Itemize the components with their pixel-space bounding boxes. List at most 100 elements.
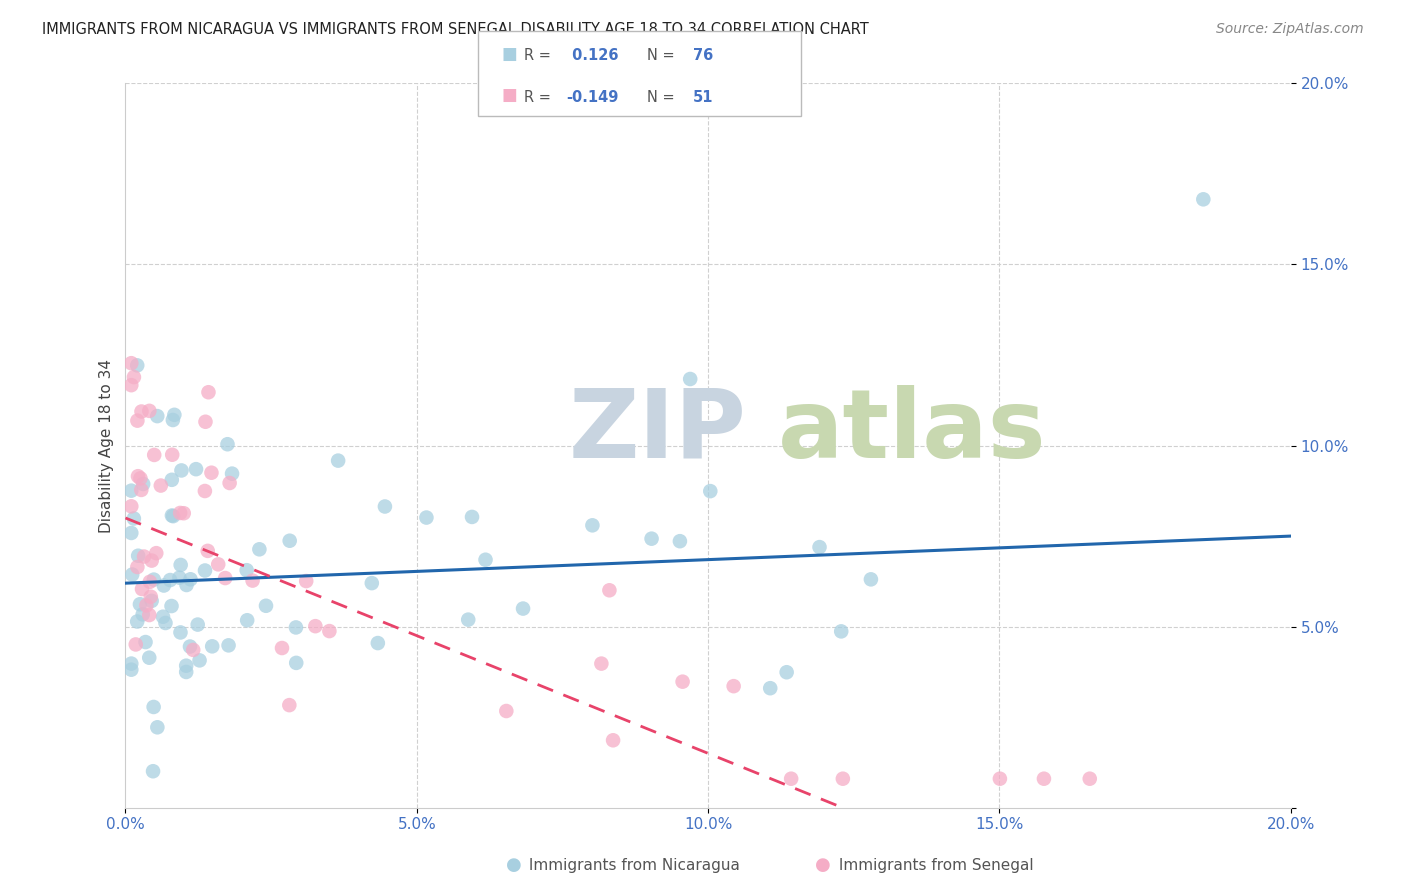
Point (495, 704, 517, 718)
Point (142, 573, 165, 587)
Point (194, 564, 217, 578)
Point (169, 625, 191, 640)
Point (162, 413, 184, 427)
Point (153, 578, 176, 592)
Point (295, 574, 318, 588)
Point (723, 679, 745, 693)
Text: R =: R = (524, 48, 555, 62)
Point (127, 549, 149, 563)
Point (1078, 772, 1101, 786)
Text: ■: ■ (502, 45, 517, 62)
Point (197, 385, 219, 400)
Point (367, 636, 389, 650)
Text: 76: 76 (693, 48, 713, 62)
Point (142, 700, 165, 714)
Point (122, 511, 145, 525)
Text: Source: ZipAtlas.com: Source: ZipAtlas.com (1216, 22, 1364, 37)
Point (160, 508, 183, 523)
Point (169, 571, 191, 585)
Point (127, 615, 149, 629)
Point (512, 601, 534, 615)
Text: 51: 51 (693, 90, 714, 104)
Point (141, 594, 163, 608)
Point (598, 583, 620, 598)
Point (699, 484, 721, 499)
Point (179, 572, 201, 586)
Point (284, 620, 307, 634)
Point (146, 409, 169, 423)
Point (194, 415, 217, 429)
Point (859, 572, 882, 586)
Point (163, 408, 186, 422)
Point (780, 772, 803, 786)
Text: -0.149: -0.149 (567, 90, 619, 104)
Point (135, 599, 157, 613)
Point (160, 599, 183, 613)
Text: Immigrants from Senegal: Immigrants from Senegal (834, 858, 1033, 872)
Point (602, 733, 624, 747)
Point (120, 378, 142, 392)
Text: R =: R = (524, 90, 555, 104)
Point (127, 414, 149, 428)
Text: N =: N = (647, 48, 679, 62)
Point (122, 370, 145, 384)
Text: ZIP: ZIP (568, 384, 747, 477)
Point (326, 453, 349, 467)
Point (174, 658, 197, 673)
Point (129, 483, 152, 497)
Point (169, 558, 191, 572)
Point (138, 404, 160, 418)
Y-axis label: Disability Age 18 to 34: Disability Age 18 to 34 (100, 359, 114, 533)
Point (242, 574, 264, 588)
Point (217, 437, 239, 451)
Point (236, 613, 259, 627)
Point (129, 471, 152, 485)
Point (988, 772, 1011, 786)
Point (461, 510, 484, 524)
Point (775, 665, 797, 680)
Point (285, 656, 308, 670)
Point (120, 356, 142, 370)
Text: N =: N = (647, 90, 679, 104)
Point (139, 590, 162, 604)
Point (207, 558, 229, 572)
Text: ■: ■ (502, 87, 517, 104)
Point (830, 624, 852, 639)
Point (125, 637, 148, 651)
Text: Immigrants from Nicaragua: Immigrants from Nicaragua (524, 858, 741, 872)
Point (120, 657, 142, 671)
Point (159, 573, 181, 587)
Point (160, 448, 183, 462)
Text: IMMIGRANTS FROM NICARAGUA VS IMMIGRANTS FROM SENEGAL DISABILITY AGE 18 TO 34 COR: IMMIGRANTS FROM NICARAGUA VS IMMIGRANTS … (42, 22, 869, 37)
Point (474, 553, 496, 567)
Point (201, 640, 224, 654)
Point (135, 635, 157, 649)
Point (139, 574, 162, 589)
Point (127, 560, 149, 574)
Point (120, 525, 142, 540)
Point (120, 483, 142, 498)
Point (142, 764, 165, 779)
Point (218, 475, 240, 490)
Point (143, 448, 166, 462)
Point (169, 506, 191, 520)
Point (184, 462, 207, 476)
Point (131, 582, 153, 596)
Point (127, 359, 149, 373)
Point (457, 613, 479, 627)
Point (254, 599, 277, 613)
Point (149, 478, 172, 492)
Point (176, 578, 198, 592)
Point (304, 619, 326, 633)
Point (120, 500, 142, 514)
Point (671, 674, 693, 689)
Point (132, 549, 155, 564)
Point (247, 542, 270, 557)
Point (360, 576, 382, 591)
Point (214, 571, 236, 585)
Text: atlas: atlas (778, 384, 1046, 477)
Point (170, 463, 193, 477)
Point (138, 650, 160, 665)
Point (187, 617, 209, 632)
Point (146, 720, 169, 734)
